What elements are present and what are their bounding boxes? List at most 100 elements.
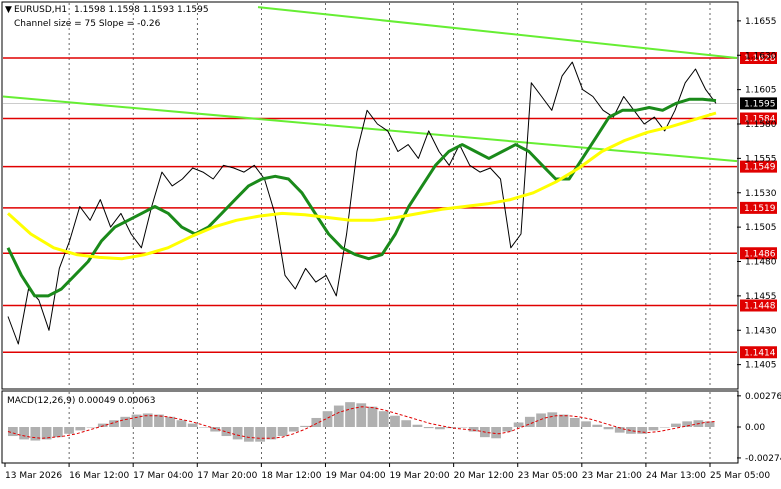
channel-upper-line [257, 6, 738, 59]
level-label: 1.1628 [744, 54, 776, 64]
macd-histogram-bar [648, 427, 659, 431]
level-label-box [740, 160, 777, 173]
time-tick-label: 13 Mar 2026 [5, 471, 62, 481]
macd-histogram-bar [502, 427, 513, 432]
level-label-box [740, 299, 777, 312]
macd-histogram-bar [311, 417, 322, 427]
level-label: 1.1414 [744, 348, 776, 358]
macd-histogram-bar [524, 416, 535, 427]
macd-histogram-bar [659, 427, 670, 428]
macd-histogram-bar [210, 427, 221, 432]
level-label-box [740, 201, 777, 214]
level-label: 1.1448 [744, 302, 776, 312]
price-tick-label: 1.1655 [745, 17, 777, 27]
channel-lower-line [2, 95, 738, 163]
macd-histogram-bar [457, 427, 468, 428]
macd-histogram-bar [401, 420, 412, 427]
macd-histogram-bar [64, 427, 74, 434]
macd-histogram-bar [468, 427, 479, 432]
series-ma-fast [6, 97, 717, 298]
macd-histogram-bar [142, 413, 153, 427]
price-pane-frame [1, 1, 739, 390]
macd-histogram-bar [187, 423, 198, 427]
macd-histogram-bar [581, 421, 591, 427]
macd-histogram-bar [97, 423, 108, 427]
macd-histogram-bar [244, 427, 254, 442]
macd-histogram-bar [277, 427, 288, 437]
price-tick-label: 1.1630 [745, 51, 777, 61]
macd-histogram-bar [131, 414, 142, 427]
channel-info: Channel size = 75 Slope = -0.26 [14, 19, 161, 29]
macd-histogram-bar [390, 415, 400, 427]
time-tick-label: 19 Mar 04:00 [325, 471, 385, 481]
time-axis: 13 Mar 2026 16 Mar 12:00 17 Mar 04:00 17 Ma… [4, 463, 770, 481]
macd-histogram-bar [41, 427, 52, 440]
macd-histogram-bar [367, 406, 378, 427]
macd-histogram-bar [266, 427, 277, 440]
support-resistance-levels: 1.16281.15841.15491.15191.14861.14481.14… [3, 52, 777, 359]
macd-histogram-bar [423, 427, 434, 429]
macd-histogram-bar [513, 422, 524, 427]
level-label-box [740, 346, 777, 359]
macd-indicator: 0.00276 0.00 -0.00274 [7, 392, 781, 464]
macd-tick-label: 0.00 [745, 423, 765, 433]
time-tick-label: 24 Mar 13:00 [646, 471, 706, 481]
level-label: 1.1549 [744, 163, 776, 173]
macd-histogram-bar [435, 427, 445, 430]
macd-tick-label: -0.00274 [745, 454, 781, 464]
level-label: 1.1486 [744, 249, 776, 259]
price-tick-label: 1.1555 [745, 154, 777, 164]
macd-histogram-bar [199, 427, 209, 428]
macd-histogram-bar [547, 412, 558, 427]
macd-histogram-bar [558, 414, 569, 427]
time-tick-label: 17 Mar 04:00 [133, 471, 193, 481]
price-tick-label: 1.1505 [745, 223, 777, 233]
time-tick-label: 23 Mar 21:00 [582, 471, 642, 481]
macd-histogram-bar [536, 413, 546, 427]
series-close [7, 61, 717, 345]
time-tick-label: 16 Mar 12:00 [69, 471, 129, 481]
macd-histogram-bar [412, 424, 423, 427]
macd-histogram-bar [75, 427, 86, 431]
macd-histogram-bar [165, 416, 176, 427]
price-tick-label: 1.1455 [745, 292, 777, 302]
price-series [6, 61, 717, 345]
level-label: 1.1519 [744, 204, 776, 214]
macd-histogram-bar [378, 411, 389, 427]
macd-label: MACD(12,26,9) 0.00049 0.00063 [7, 396, 156, 406]
macd-histogram-bar [569, 417, 580, 427]
macd-histogram-bar [120, 416, 131, 427]
macd-histogram-bar [300, 425, 310, 427]
instrument-label: EURUSD,H1 [14, 5, 67, 15]
price-tick-label: 1.1430 [745, 326, 777, 336]
macd-signal-line [7, 406, 717, 439]
current-price-label: 1.1595 [744, 99, 776, 109]
macd-histogram-bar [30, 427, 41, 441]
price-axis: 1.1655 1.1630 1.1605 1.1580 1.1555 1.1530 1.15… [737, 17, 777, 371]
macd-histogram-bar [356, 403, 367, 427]
regression-channel [2, 6, 738, 163]
macd-histogram-bar [255, 427, 265, 442]
macd-histogram-bar [614, 427, 625, 433]
macd-histogram-bar [19, 427, 29, 440]
time-tick-label: 19 Mar 20:00 [390, 471, 450, 481]
macd-histogram-bar [626, 427, 636, 434]
time-tick-label: 18 Mar 12:00 [261, 471, 321, 481]
ohlc-readout: 1.1598 1.1598 1.1593 1.1595 [74, 5, 209, 15]
price-tick-label: 1.1530 [745, 189, 777, 199]
price-tick-label: 1.1580 [745, 120, 777, 130]
macd-histogram-bar [671, 423, 681, 427]
time-tick-label: 20 Mar 12:00 [454, 471, 514, 481]
macd-histogram-bar [232, 427, 243, 440]
macd-histogram-bar [682, 421, 693, 427]
time-tick-label: 17 Mar 20:00 [197, 471, 257, 481]
macd-histogram-bar [109, 420, 119, 427]
macd-tick-label: 0.00276 [745, 392, 781, 402]
macd-histogram-bar [333, 405, 344, 427]
macd-histogram-bar [288, 427, 299, 432]
macd-histogram-bar [52, 427, 63, 438]
macd-histogram-bar [345, 402, 355, 427]
price-tick-label: 1.1405 [745, 361, 777, 371]
macd-histogram-bar [221, 427, 232, 437]
level-label: 1.1584 [744, 115, 776, 125]
